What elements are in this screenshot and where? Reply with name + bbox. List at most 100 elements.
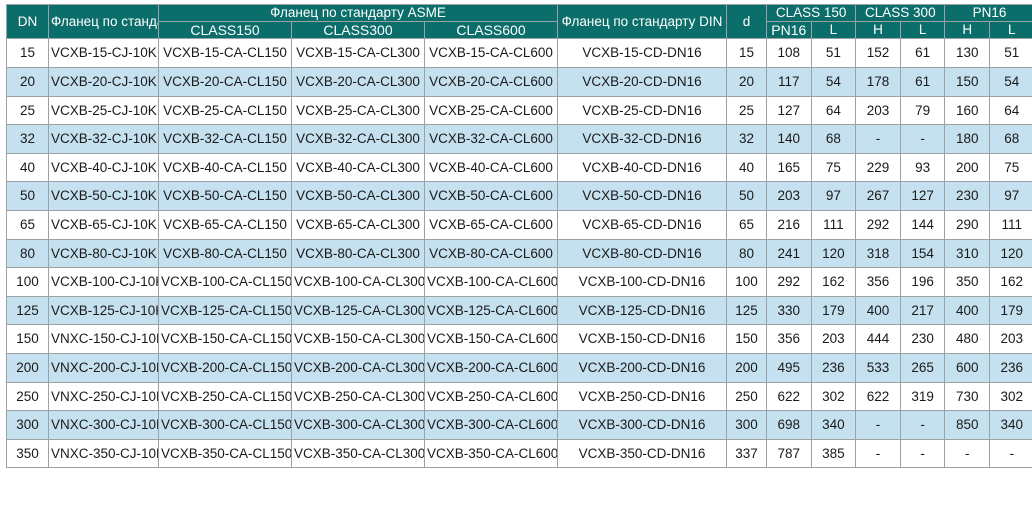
header-asme-class300: CLASS300 <box>291 20 425 40</box>
cell-class150-l: 241 <box>766 238 812 269</box>
cell-pn16-l: 600 <box>944 352 990 383</box>
cell-asme-class150: VCXB-250-CA-CL150 <box>158 381 292 412</box>
header-pn16-group: PN16 <box>944 4 1032 22</box>
header-d: d <box>726 3 767 40</box>
cell-din-pn16: VCXB-250-CD-DN16 <box>557 381 727 412</box>
cell-pn16-l: 200 <box>944 152 990 183</box>
cell-asme-class600: VCXB-125-CA-CL600 <box>424 295 558 326</box>
table-row: 65 VCXB-65-CJ-10K VCXB-65-CA-CL150 VCXB-65-… <box>6 210 1032 240</box>
cell-class300-h: 230 <box>899 324 946 354</box>
cell-asme-class300: VCXB-20-CA-CL300 <box>291 67 425 97</box>
cell-class300-h: - <box>899 410 946 440</box>
cell-class150-h: 51 <box>810 38 857 69</box>
cell-din-pn16: VCXB-32-CD-DN16 <box>557 124 727 154</box>
cell-dn: 50 <box>6 181 49 211</box>
cell-din-pn16: VCXB-80-CD-DN16 <box>557 238 727 269</box>
cell-pn16-l: 850 <box>944 410 990 440</box>
cell-class150-h: 120 <box>810 238 857 269</box>
header-row-sub: CLASS150 CLASS300 CLASS600 PN16 L H L H … <box>7 20 1032 40</box>
cell-asme-class150: VCXB-100-CA-CL150 <box>158 267 292 297</box>
cell-class150-l: 330 <box>766 295 812 326</box>
cell-din-pn16: VCXB-200-CD-DN16 <box>557 352 727 383</box>
cell-class300-l: 318 <box>855 238 901 269</box>
cell-class150-h: 385 <box>810 438 857 469</box>
cell-dn: 125 <box>6 295 49 326</box>
cell-asme-class300: VCXB-40-CA-CL300 <box>291 152 425 183</box>
cell-asme-class300: VCXB-125-CA-CL300 <box>291 295 425 326</box>
cell-d: 40 <box>726 152 767 183</box>
cell-asme-class150: VCXB-15-CA-CL150 <box>158 38 292 69</box>
header-row-top: DN Фланец по стандарту JIS 10K Фланец по… <box>6 3 1032 40</box>
cell-asme-class150: VCXB-300-CA-CL150 <box>158 410 292 440</box>
cell-dn: 300 <box>6 410 49 440</box>
cell-jis: VCXB-125-CJ-10K <box>48 295 159 326</box>
cell-class150-h: 111 <box>810 210 857 240</box>
cell-class300-l: - <box>855 124 901 154</box>
cell-class300-l: - <box>855 410 901 440</box>
cell-class300-l: 267 <box>855 181 901 211</box>
table-row: 150 VNXC-150-CJ-10K VCXB-150-CA-CL150 VCXB-… <box>6 324 1032 354</box>
cell-class150-l: 108 <box>766 38 812 69</box>
header-pn16-l: L <box>989 20 1032 40</box>
cell-class150-l: 356 <box>766 324 812 354</box>
cell-class300-l: 178 <box>855 67 901 97</box>
cell-pn16-h: 68 <box>989 124 1032 154</box>
cell-din-pn16: VCXB-350-CD-DN16 <box>557 438 727 469</box>
cell-class300-l: 203 <box>855 95 901 126</box>
cell-asme-class150: VCXB-65-CA-CL150 <box>158 210 292 240</box>
cell-dn: 20 <box>6 67 49 97</box>
cell-pn16-l: 230 <box>944 181 990 211</box>
cell-dn: 250 <box>6 381 49 412</box>
cell-pn16-h: 179 <box>989 295 1032 326</box>
cell-din-pn16: VCXB-15-CD-DN16 <box>557 38 727 69</box>
header-class150-l: L <box>810 20 857 40</box>
cell-asme-class300: VCXB-80-CA-CL300 <box>291 238 425 269</box>
flange-spec-table: DN Фланец по стандарту JIS 10K Фланец по… <box>6 3 1032 469</box>
cell-jis: VCXB-15-CJ-10K <box>48 38 159 69</box>
cell-pn16-l: 400 <box>944 295 990 326</box>
cell-class300-h: 319 <box>899 381 946 412</box>
cell-class300-h: - <box>899 438 946 469</box>
table-row: 350 VNXC-350-CJ-10K VCXB-350-CA-CL150 VCXB-… <box>6 438 1032 469</box>
cell-pn16-h: 51 <box>989 38 1032 69</box>
cell-class150-h: 162 <box>810 267 857 297</box>
cell-din-pn16: VCXB-150-CD-DN16 <box>557 324 727 354</box>
cell-pn16-l: 150 <box>944 67 990 97</box>
header-jis: Фланец по стандарту JIS 10K <box>48 3 159 40</box>
cell-class300-h: 144 <box>899 210 946 240</box>
cell-class300-h: 217 <box>899 295 946 326</box>
cell-class150-h: 236 <box>810 352 857 383</box>
cell-d: 100 <box>726 267 767 297</box>
cell-pn16-h: 97 <box>989 181 1032 211</box>
cell-pn16-l: - <box>944 438 990 469</box>
cell-asme-class150: VCXB-200-CA-CL150 <box>158 352 292 383</box>
cell-asme-class300: VCXB-200-CA-CL300 <box>291 352 425 383</box>
cell-d: 150 <box>726 324 767 354</box>
header-asme-class150: CLASS150 <box>158 20 292 40</box>
cell-asme-class600: VCXB-300-CA-CL600 <box>424 410 558 440</box>
cell-pn16-h: 54 <box>989 67 1032 97</box>
cell-pn16-h: 75 <box>989 152 1032 183</box>
header-class300-l: L <box>899 20 946 40</box>
cell-pn16-h: 120 <box>989 238 1032 269</box>
cell-asme-class600: VCXB-100-CA-CL600 <box>424 267 558 297</box>
cell-asme-class300: VCXB-65-CA-CL300 <box>291 210 425 240</box>
cell-class300-l: 356 <box>855 267 901 297</box>
table-row: 80 VCXB-80-CJ-10K VCXB-80-CA-CL150 VCXB-80-… <box>6 238 1032 269</box>
cell-dn: 200 <box>6 352 49 383</box>
cell-d: 250 <box>726 381 767 412</box>
cell-jis: VCXB-25-CJ-10K <box>48 95 159 126</box>
cell-class150-h: 97 <box>810 181 857 211</box>
cell-pn16-l: 480 <box>944 324 990 354</box>
table-row: 300 VNXC-300-CJ-10K VCXB-300-CA-CL150 VCXB-… <box>6 410 1032 440</box>
table-row: 200 VNXC-200-CJ-10K VCXB-200-CA-CL150 VCXB-… <box>6 352 1032 383</box>
cell-class150-l: 495 <box>766 352 812 383</box>
header-class150-h: H <box>855 20 901 40</box>
header-din-pn16: PN16 <box>766 20 812 40</box>
cell-pn16-h: 203 <box>989 324 1032 354</box>
cell-jis: VNXC-150-CJ-10K <box>48 324 159 354</box>
cell-asme-class600: VCXB-65-CA-CL600 <box>424 210 558 240</box>
cell-asme-class600: VCXB-25-CA-CL600 <box>424 95 558 126</box>
cell-jis: VNXC-250-CJ-10K <box>48 381 159 412</box>
cell-pn16-l: 160 <box>944 95 990 126</box>
